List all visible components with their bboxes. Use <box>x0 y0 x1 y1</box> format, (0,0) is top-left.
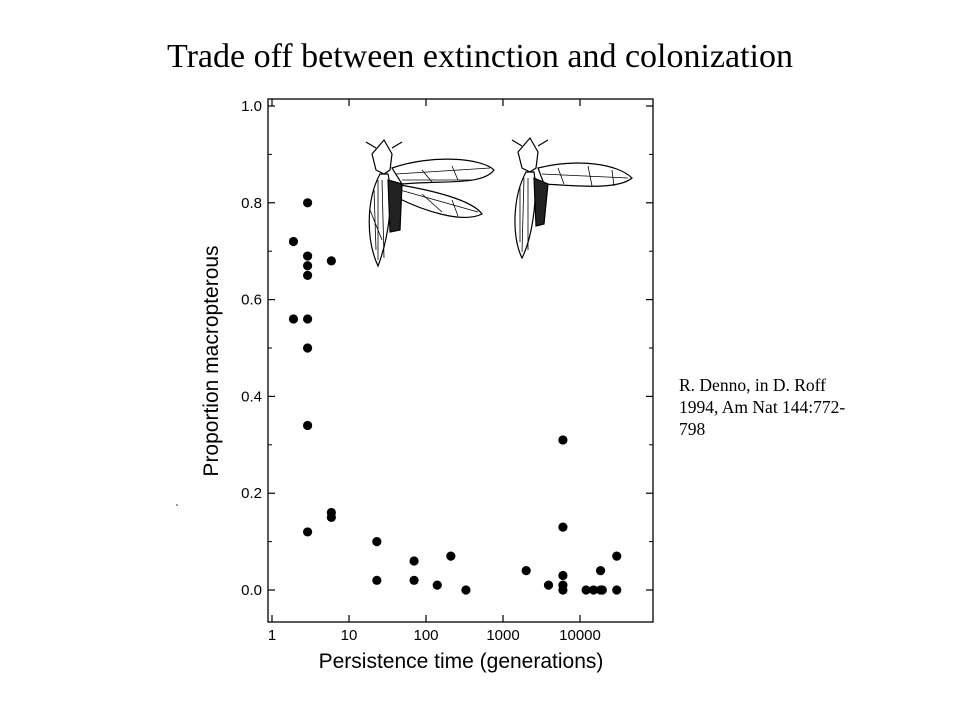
data-point <box>595 566 606 576</box>
scan-speck <box>176 504 178 506</box>
data-point <box>303 314 313 324</box>
y-tick-label: 0.4 <box>241 388 262 405</box>
data-point <box>326 512 336 523</box>
data-point <box>303 420 313 431</box>
x-tick-label: 1 <box>268 627 276 644</box>
data-point <box>543 580 554 590</box>
data-point <box>558 570 568 581</box>
data-point <box>288 236 299 247</box>
data-point <box>303 527 313 537</box>
data-point <box>558 522 568 532</box>
citation-text: R. Denno, in D. Roff 1994, Am Nat 144:77… <box>679 374 919 440</box>
data-point <box>288 314 299 324</box>
data-points <box>288 198 622 595</box>
x-axis-ticks: 1 10 100 1000 10000 <box>268 99 601 644</box>
data-point <box>303 261 313 271</box>
x-tick-label: 1000 <box>486 627 519 644</box>
data-point <box>409 556 419 566</box>
data-point <box>446 551 456 561</box>
plot-frame <box>267 98 654 623</box>
y-tick-label: 1.0 <box>241 98 262 115</box>
data-point <box>558 435 568 445</box>
y-tick-label: 0.2 <box>241 485 262 502</box>
data-point <box>303 343 313 353</box>
data-point <box>612 551 622 561</box>
y-tick-label: 0.8 <box>241 195 262 212</box>
data-point <box>372 575 382 585</box>
data-point <box>409 575 419 585</box>
y-axis-label: Proportion macropterous <box>200 245 223 476</box>
data-point <box>558 585 568 595</box>
data-point <box>581 585 591 595</box>
data-point <box>612 585 622 595</box>
slide-title: Trade off between extinction and coloniz… <box>167 38 793 75</box>
data-point <box>597 585 607 595</box>
data-point <box>588 585 599 595</box>
plot-border <box>267 98 654 623</box>
y-tick-label: 0.6 <box>241 292 262 309</box>
citation-line-2: 1994, Am Nat 144:772- <box>679 397 846 417</box>
y-axis-ticks: 0.0 0.2 0.4 0.6 0.8 1.0 <box>241 98 653 599</box>
x-axis-label: Persistence time (generations) <box>319 650 604 673</box>
data-point <box>326 256 336 266</box>
x-tick-label: 10 <box>341 627 358 644</box>
citation-line-3: 798 <box>679 419 706 439</box>
data-point <box>303 251 313 261</box>
data-point <box>303 270 313 280</box>
data-point <box>303 198 313 208</box>
x-tick-label: 100 <box>413 627 438 644</box>
x-tick-label: 10000 <box>559 627 601 644</box>
y-tick-label: 0.0 <box>241 582 262 599</box>
data-point <box>432 580 442 590</box>
data-point <box>372 537 382 547</box>
wing-insect-long-wing-icon <box>365 138 495 268</box>
wing-insect-short-wing-icon <box>511 136 633 260</box>
citation-line-1: R. Denno, in D. Roff <box>679 375 826 395</box>
data-point <box>521 566 531 576</box>
data-point <box>461 585 471 595</box>
